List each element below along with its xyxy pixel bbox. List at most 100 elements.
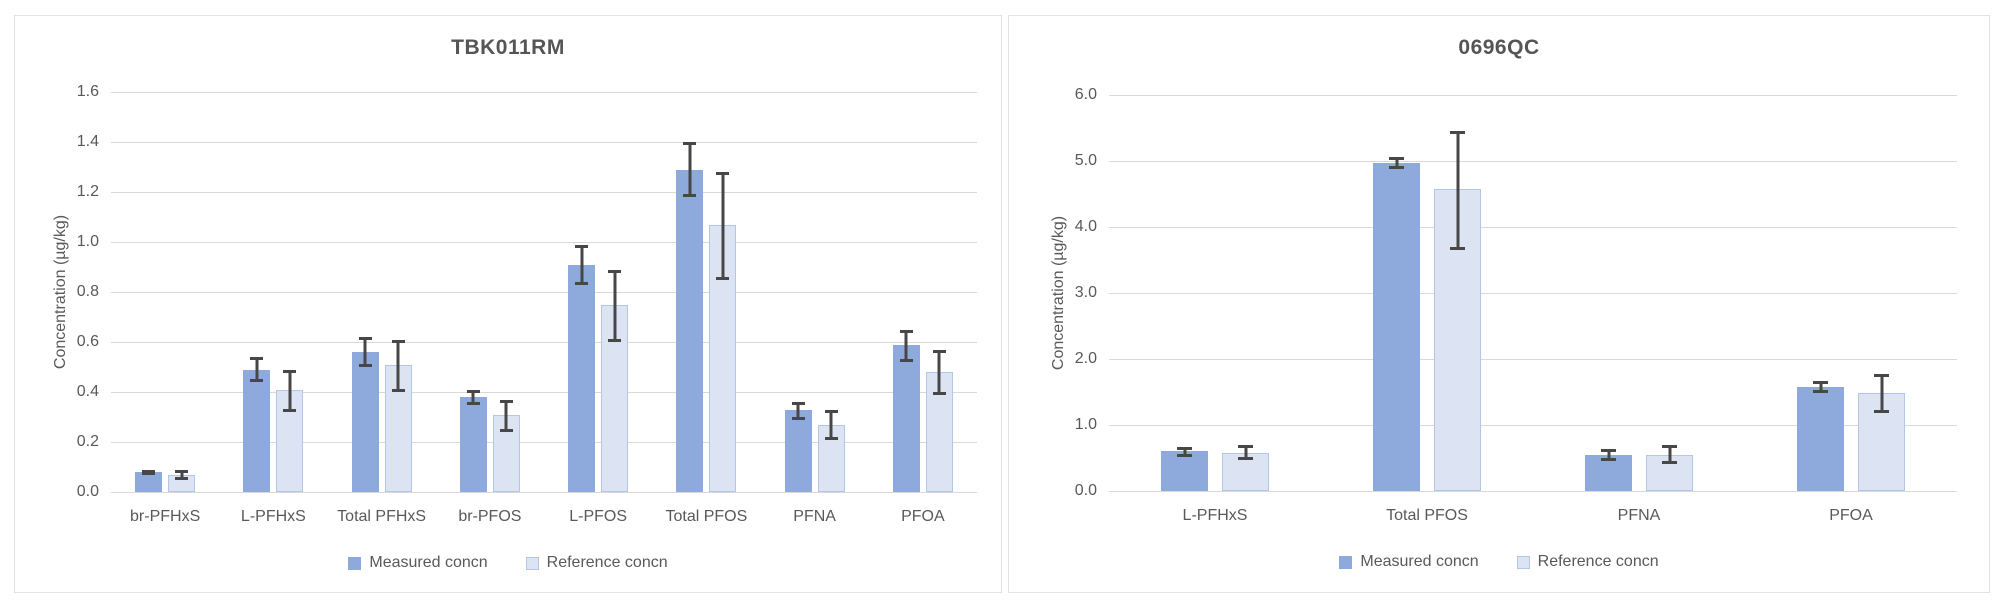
error-bar-line [829, 409, 833, 440]
error-bar-cap-top [175, 469, 189, 473]
error-bar-cap-top [283, 369, 297, 373]
error-bar-cap-bottom [824, 436, 838, 440]
bar-measured-concn-pfoa [1797, 386, 1844, 491]
gridline [111, 292, 977, 293]
plot-area: 0.0 0.2 0.4 0.6 0.8 1.0 1.2 1.4 1.6 br-PFHxS L-PFH… [77, 83, 977, 525]
error-bar-cap-top [575, 244, 589, 248]
error-bar-cap-bottom [791, 416, 805, 420]
error-bar-line [937, 349, 941, 395]
chart-title: 0696QC [1458, 36, 1540, 59]
gridline [1109, 359, 1957, 360]
bar-measured-concn-l-pfhxs [243, 369, 271, 492]
bar-measured-concn-l-pfhxs [1161, 451, 1208, 491]
legend-label: Measured concn [369, 554, 488, 571]
error-bar-cap-top [932, 349, 946, 353]
error-bar-measured-concn-l-pfhxs [250, 357, 264, 382]
error-bar-cap-top [608, 269, 622, 273]
error-bar-reference-concn-br-pfhxs [175, 469, 189, 480]
error-bar-cap-top [1389, 157, 1404, 161]
error-bar-line [1244, 444, 1247, 460]
error-bar-measured-concn-pfna [1601, 449, 1616, 461]
x-category-label-pfoa: PFOA [901, 508, 945, 525]
x-category-label-br-pfhxs: br-PFHxS [130, 508, 201, 525]
bar-measured-concn-l-pfos [568, 264, 596, 492]
error-bar-measured-concn-l-pfhxs [1177, 446, 1192, 457]
legend-item-measured-concn: Measured concn [1339, 553, 1479, 571]
error-bar-cap-bottom [142, 471, 156, 475]
error-bar-cap-top [1813, 380, 1828, 384]
y-tick-label: 1.6 [76, 83, 99, 100]
error-bar-line [180, 469, 184, 480]
error-bar-cap-bottom [1177, 453, 1192, 457]
error-bar-line [504, 399, 508, 432]
error-bar-line [363, 337, 367, 367]
legend-marker-icon [1516, 555, 1530, 569]
x-category-label-l-pfos: L-PFOS [569, 508, 628, 525]
error-bar-cap-top [1662, 445, 1677, 449]
error-bar-cap-bottom [716, 276, 730, 280]
error-bar-cap-bottom [1662, 460, 1677, 464]
y-tick-label: 4.0 [1074, 218, 1097, 235]
legend-label: Reference concn [1537, 553, 1659, 570]
legend-label: Measured concn [1360, 553, 1479, 570]
y-tick-label: 0.8 [76, 283, 99, 300]
y-tick-label: 5.0 [1074, 152, 1097, 169]
legend-marker-icon [348, 556, 362, 570]
y-tick-label: 1.0 [1074, 416, 1097, 433]
error-bar-cap-top [1601, 449, 1616, 453]
error-bar-reference-concn-l-pfhxs [1238, 444, 1253, 460]
bar-measured-concn-total-pfos [676, 169, 704, 492]
error-bar-cap-bottom [1813, 389, 1828, 393]
gridline [111, 342, 977, 343]
error-bar-line [1456, 130, 1459, 251]
y-tick-label: 2.0 [1074, 350, 1097, 367]
y-tick-label: 6.0 [1074, 86, 1097, 103]
error-bar-measured-concn-total-pfos [1389, 157, 1404, 169]
error-bar-cap-top [1238, 444, 1253, 448]
x-category-label-l-pfhxs: L-PFHxS [240, 508, 306, 525]
bar-measured-concn-br-pfhxs [135, 472, 163, 492]
x-category-label-total-pfhxs: Total PFHxS [337, 508, 427, 525]
y-tick-label: 0.0 [76, 483, 99, 500]
error-bar-cap-bottom [1450, 247, 1465, 251]
error-bar-reference-concn-pfoa [932, 349, 946, 395]
chart-title: TBK011RM [451, 36, 565, 59]
error-bar-cap-bottom [683, 194, 697, 197]
gridline [1109, 293, 1957, 294]
error-bar-cap-bottom [1874, 410, 1889, 414]
gridline [111, 92, 977, 93]
gridline [111, 392, 977, 393]
gridline [111, 492, 977, 493]
x-category-label-pfoa: PFOA [1829, 507, 1873, 524]
error-bar-cap-bottom [358, 364, 372, 367]
bar-measured-concn-total-pfos [1373, 162, 1420, 491]
error-bar-measured-concn-pfoa [899, 329, 913, 362]
error-bar-reference-concn-pfoa [1874, 373, 1889, 414]
legend-marker-icon [1339, 555, 1353, 569]
error-bar-cap-top [716, 172, 730, 175]
error-bar-line [688, 142, 692, 197]
error-bar-reference-concn-total-pfos [716, 172, 730, 280]
bar-measured-concn-pfna [784, 409, 812, 492]
error-bar-line [1668, 445, 1671, 464]
gridline [111, 142, 977, 143]
error-bar-cap-bottom [932, 391, 946, 395]
error-bar-cap-top [142, 469, 156, 473]
error-bar-cap-bottom [466, 401, 480, 405]
bar-measured-concn-total-pfhxs [351, 352, 379, 492]
error-bar-reference-concn-l-pfos [608, 269, 622, 342]
error-bar-reference-concn-l-pfhxs [283, 369, 297, 412]
plot-area: 0.0 1.0 2.0 3.0 4.0 5.0 6.0 L-PFHxS Total PFOS PF… [1075, 86, 1957, 524]
error-bar-reference-concn-pfna [1662, 445, 1677, 464]
x-category-label-l-pfhxs: L-PFHxS [1182, 507, 1248, 524]
legend-item-reference-concn: Reference concn [1516, 553, 1659, 571]
bar-reference-concn-pfna [817, 424, 845, 492]
error-bar-measured-concn-total-pfos [683, 142, 697, 197]
y-tick-label: 0.0 [1074, 482, 1097, 499]
gridline [1109, 227, 1957, 228]
error-bar-cap-bottom [1238, 456, 1253, 460]
error-bar-cap-top [1177, 446, 1192, 450]
error-bar-line [904, 329, 908, 362]
error-bar-cap-top [899, 329, 913, 333]
error-bar-measured-concn-pfna [791, 402, 805, 420]
